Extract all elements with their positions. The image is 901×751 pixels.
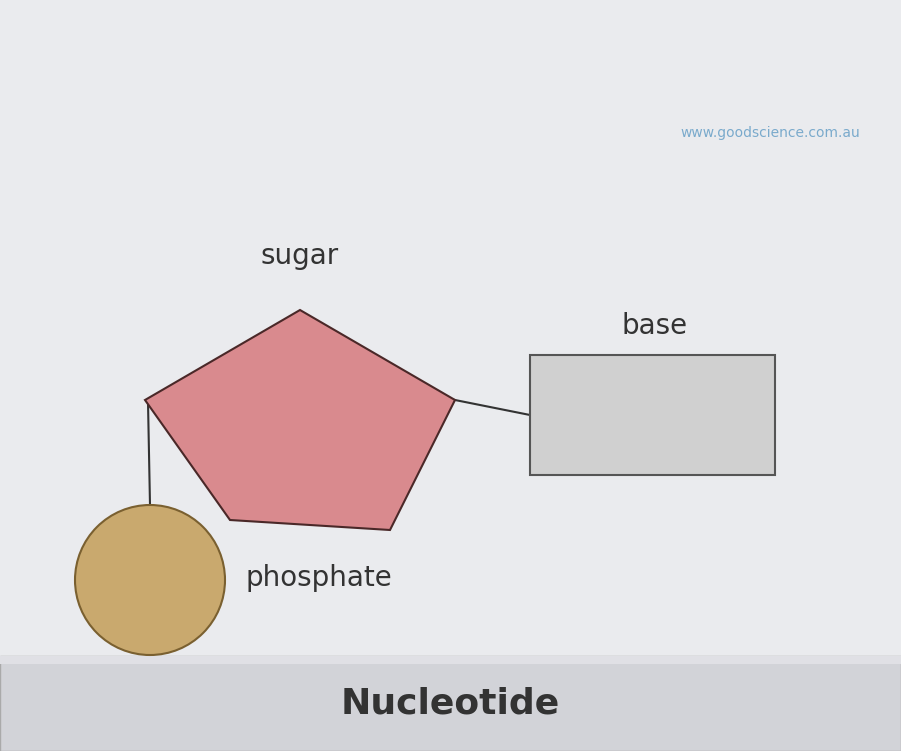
Text: www.goodscience.com.au: www.goodscience.com.au xyxy=(680,126,860,140)
Polygon shape xyxy=(145,310,455,530)
Bar xyxy=(530,355,775,475)
Text: base: base xyxy=(622,312,688,340)
Text: Nucleotide: Nucleotide xyxy=(341,686,560,720)
Text: sugar: sugar xyxy=(261,242,339,270)
Text: phosphate: phosphate xyxy=(245,564,392,592)
Bar xyxy=(0,656,901,664)
Bar xyxy=(0,656,901,751)
Circle shape xyxy=(75,505,225,655)
